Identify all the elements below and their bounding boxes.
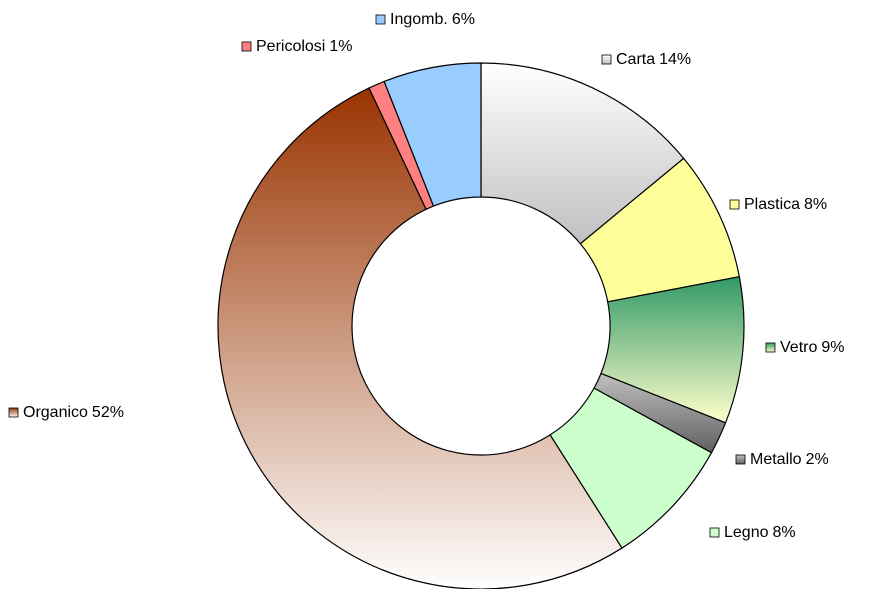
slice-value-label: 52%: [92, 404, 124, 421]
slice-category: Metallo: [750, 451, 802, 468]
slice-category: Vetro: [780, 339, 817, 356]
slice-label: Organico 52%: [23, 404, 124, 421]
slice-label: Ingomb. 6%: [390, 11, 475, 28]
legend-swatch: [601, 54, 612, 65]
slice-category: Ingomb.: [390, 11, 448, 28]
slice-category: Plastica: [744, 196, 800, 213]
slice-value-label: 1%: [329, 38, 352, 55]
slice-label: Carta 14%: [616, 51, 691, 68]
legend-swatch: [241, 41, 252, 52]
slice-label: Metallo 2%: [750, 451, 829, 468]
slice-value-label: 2%: [806, 451, 829, 468]
slice-category: Legno: [724, 524, 769, 541]
slice-category: Pericolosi: [256, 38, 325, 55]
slice: [383, 62, 482, 207]
legend-swatch: [8, 407, 19, 418]
slice-label: Plastica 8%: [744, 196, 827, 213]
legend-swatch: [375, 14, 386, 25]
slice-value-label: 8%: [804, 196, 827, 213]
slice-value-label: 8%: [773, 524, 796, 541]
slice: [480, 62, 685, 245]
legend-swatch: [709, 527, 720, 538]
slice-category: Carta: [616, 51, 655, 68]
slice-label: Vetro 9%: [780, 339, 844, 356]
legend-swatch: [735, 454, 746, 465]
slice: [217, 87, 623, 589]
slice-value-label: 9%: [821, 339, 844, 356]
slice-value-label: 14%: [659, 51, 691, 68]
slice-label: Legno 8%: [724, 524, 796, 541]
slice-value-label: 6%: [452, 11, 475, 28]
slice-category: Organico: [23, 404, 88, 421]
legend-swatch: [729, 199, 740, 210]
slice-label: Pericolosi 1%: [256, 38, 352, 55]
legend-swatch: [765, 342, 776, 353]
